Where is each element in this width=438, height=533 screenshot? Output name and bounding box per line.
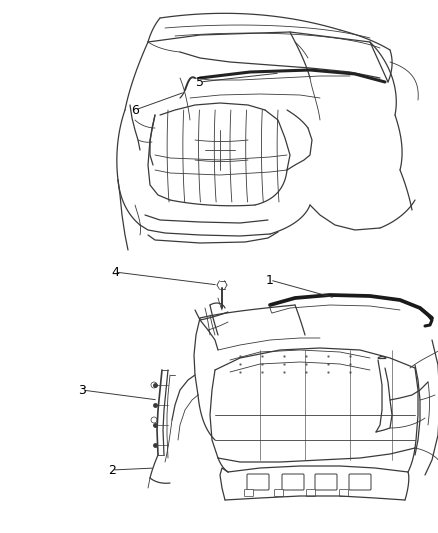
Text: 6: 6 xyxy=(131,103,139,117)
FancyBboxPatch shape xyxy=(275,489,283,497)
FancyBboxPatch shape xyxy=(244,489,254,497)
FancyBboxPatch shape xyxy=(339,489,349,497)
FancyBboxPatch shape xyxy=(282,474,304,490)
Text: 2: 2 xyxy=(108,464,116,477)
Text: 4: 4 xyxy=(111,265,119,279)
FancyBboxPatch shape xyxy=(247,474,269,490)
FancyBboxPatch shape xyxy=(349,474,371,490)
FancyBboxPatch shape xyxy=(315,474,337,490)
Text: 3: 3 xyxy=(78,384,86,397)
Text: 1: 1 xyxy=(266,273,274,287)
FancyBboxPatch shape xyxy=(307,489,315,497)
Text: 5: 5 xyxy=(196,76,204,88)
